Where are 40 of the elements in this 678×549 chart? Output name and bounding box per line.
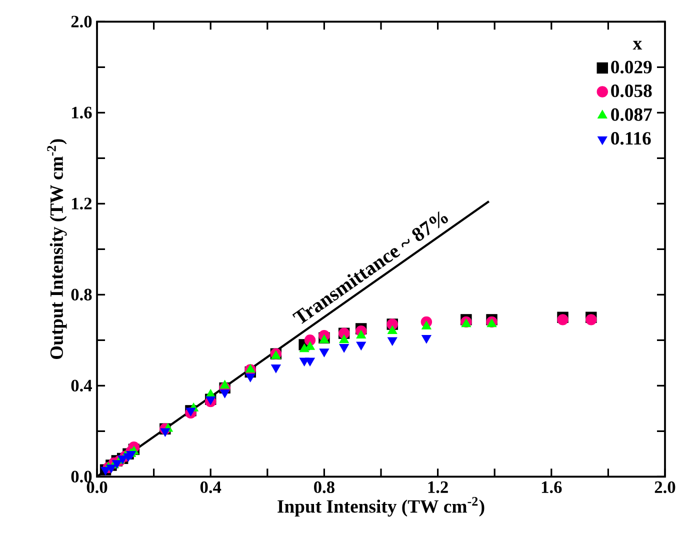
y-tick-label: 1.2 (72, 198, 92, 210)
x-tick-label: 0.4 (200, 481, 222, 494)
point (305, 341, 315, 350)
y-tick-label: 0.0 (71, 470, 92, 483)
x-tick-label: 2.0 (654, 481, 676, 494)
legend-label: 0.029 (611, 60, 652, 74)
x-tick-label: 0.0 (86, 481, 108, 494)
point (461, 318, 472, 328)
x-tick-label: 1.2 (428, 481, 448, 494)
point (186, 408, 196, 416)
x-tick-label: 0.8 (314, 481, 334, 494)
legend-label: 0.116 (611, 132, 651, 145)
point (160, 428, 170, 437)
point (339, 334, 349, 344)
y-tick-label: 2.0 (71, 16, 92, 28)
point (126, 450, 136, 460)
point (356, 330, 366, 339)
point (106, 464, 116, 474)
point (586, 314, 597, 326)
legend-title: x (632, 40, 642, 50)
point (112, 460, 122, 469)
point (422, 334, 432, 344)
point (319, 334, 330, 344)
point (387, 325, 398, 334)
point (206, 396, 216, 405)
x-tick-label: 1.6 (542, 481, 562, 494)
point (100, 466, 110, 476)
point (422, 320, 432, 330)
point (245, 364, 256, 373)
point (486, 318, 497, 328)
legend-label: 0.058 (611, 84, 652, 98)
y-tick-label: 0.4 (71, 380, 92, 392)
y-tick-label: 1.6 (72, 106, 92, 119)
point (118, 456, 128, 464)
point (557, 314, 568, 326)
x-axis-title: Input Intensity (TW cm$^{-2}$) (278, 496, 484, 517)
point (220, 380, 230, 389)
y-axis-title: Output Intensity (TW cm$^{-2}$) (47, 139, 67, 360)
y-tick-label: 0.8 (71, 288, 92, 301)
legend-label: 0.087 (611, 108, 652, 121)
